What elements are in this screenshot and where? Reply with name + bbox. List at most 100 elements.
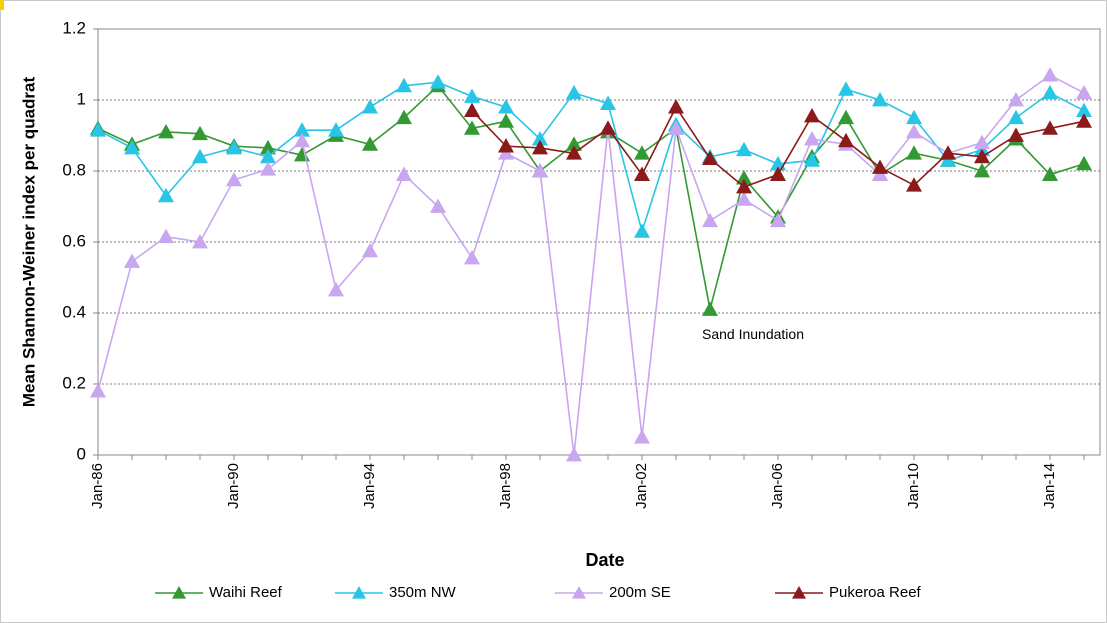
point-marker	[90, 383, 106, 398]
point-marker	[634, 166, 650, 181]
legend-label: Waihi Reef	[209, 584, 283, 601]
point-marker	[396, 166, 412, 181]
point-marker	[226, 139, 242, 155]
point-marker	[974, 148, 990, 164]
point-marker	[362, 99, 378, 114]
point-marker	[362, 242, 378, 258]
point-marker	[158, 123, 174, 139]
point-marker	[328, 281, 344, 297]
point-marker	[532, 139, 548, 155]
point-marker	[770, 212, 786, 228]
point-marker	[634, 223, 650, 238]
annotation: Sand Inundation	[702, 326, 804, 342]
point-marker	[1008, 92, 1024, 107]
point-marker	[1008, 109, 1024, 125]
point-marker	[736, 191, 752, 206]
point-marker	[974, 134, 990, 149]
series-line	[97, 84, 1085, 310]
legend-marker	[352, 586, 366, 599]
legend-label: 200m SE	[609, 584, 671, 601]
point-marker	[600, 95, 616, 110]
point-marker	[1076, 113, 1092, 128]
legend-label: Pukeroa Reef	[829, 584, 922, 601]
point-marker	[1042, 120, 1058, 135]
point-marker	[260, 148, 276, 164]
point-marker	[804, 152, 820, 167]
y-tick-label: 1.2	[62, 18, 86, 37]
point-marker	[906, 177, 922, 192]
point-marker	[328, 122, 344, 137]
point-marker	[124, 253, 140, 268]
point-marker	[736, 178, 752, 194]
point-marker	[838, 109, 854, 125]
series-line	[97, 81, 1085, 235]
point-marker	[566, 145, 582, 160]
point-marker	[1076, 84, 1092, 100]
y-tick-label: 0	[77, 444, 86, 463]
x-tick-label: Jan-10	[905, 463, 922, 509]
point-marker	[804, 107, 820, 123]
point-marker	[158, 228, 174, 244]
point-marker	[974, 163, 990, 178]
point-marker	[430, 74, 446, 89]
point-marker	[702, 150, 718, 165]
point-marker	[600, 120, 616, 135]
point-marker	[702, 301, 718, 316]
x-tick-label: Jan-90	[225, 463, 242, 509]
point-marker	[906, 123, 922, 139]
point-marker	[260, 161, 276, 176]
point-marker	[430, 198, 446, 213]
y-axis-title: Mean Shannon-Weiner index per quadrat	[19, 77, 38, 408]
y-tick-label: 0.8	[62, 160, 86, 179]
point-marker	[872, 159, 888, 174]
legend-label: 350m NW	[389, 584, 457, 601]
point-marker	[566, 84, 582, 100]
point-marker	[464, 102, 480, 118]
point-marker	[566, 447, 582, 462]
point-marker	[770, 166, 786, 181]
point-marker	[532, 163, 548, 178]
y-tick-label: 0.2	[62, 373, 86, 392]
x-tick-label: Jan-06	[769, 463, 786, 509]
y-tick-label: 0.4	[62, 302, 86, 321]
point-marker	[464, 88, 480, 103]
legend-marker	[572, 586, 586, 599]
point-marker	[668, 99, 684, 114]
x-tick-label: Jan-02	[633, 463, 650, 509]
point-marker	[1042, 67, 1058, 82]
x-axis-title: Date	[585, 550, 624, 570]
x-tick-label: Jan-98	[497, 463, 514, 509]
point-marker	[838, 132, 854, 148]
point-marker	[192, 234, 208, 249]
point-marker	[192, 125, 208, 141]
y-tick-label: 1	[77, 89, 86, 108]
point-marker	[226, 171, 242, 187]
x-tick-label: Jan-14	[1041, 463, 1058, 509]
point-marker	[396, 77, 412, 93]
point-marker	[736, 170, 752, 185]
point-marker	[498, 99, 514, 114]
point-marker	[294, 132, 310, 148]
point-marker	[158, 187, 174, 203]
point-marker	[396, 109, 412, 125]
point-marker	[1076, 155, 1092, 171]
point-marker	[940, 145, 956, 160]
legend-marker	[792, 586, 806, 599]
x-tick-label: Jan-94	[361, 463, 378, 509]
legend-marker	[172, 586, 186, 599]
point-marker	[668, 120, 684, 135]
point-marker	[566, 136, 582, 151]
point-marker	[702, 212, 718, 228]
point-marker	[498, 113, 514, 128]
point-marker	[872, 92, 888, 107]
y-tick-label: 0.6	[62, 231, 86, 250]
point-marker	[634, 145, 650, 160]
point-marker	[192, 148, 208, 164]
point-marker	[838, 81, 854, 96]
point-marker	[634, 429, 650, 444]
point-marker	[124, 139, 140, 155]
point-marker	[464, 249, 480, 265]
x-tick-label: Jan-86	[89, 463, 106, 509]
